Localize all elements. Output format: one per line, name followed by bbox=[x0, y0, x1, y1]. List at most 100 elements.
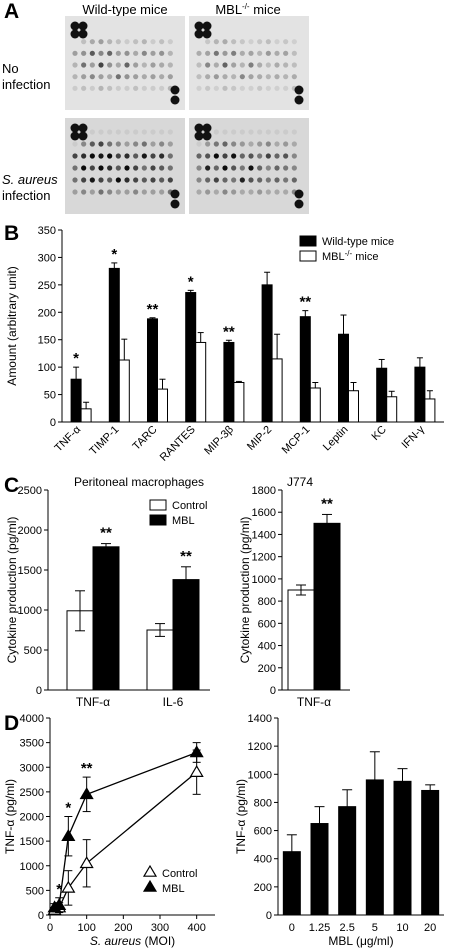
x-tick-label: MCP-1 bbox=[280, 424, 313, 457]
blot-spot bbox=[196, 50, 202, 56]
blot-spot bbox=[167, 39, 173, 45]
chart-b-y-tick-label: 0 bbox=[50, 417, 56, 429]
marker-mbl bbox=[52, 897, 67, 910]
blot-spot bbox=[159, 129, 165, 135]
blot-spot bbox=[213, 50, 219, 56]
x-tick-label: 20 bbox=[424, 922, 436, 934]
bar-mbl bbox=[424, 398, 436, 423]
bar-wt bbox=[223, 341, 235, 423]
blot-spot bbox=[222, 129, 228, 135]
marker-mbl bbox=[61, 829, 76, 841]
blot-spot bbox=[231, 50, 237, 56]
blot-spot bbox=[222, 62, 228, 68]
blot-spot bbox=[167, 74, 173, 80]
blot-spot bbox=[283, 153, 289, 159]
blot-spot bbox=[72, 153, 78, 159]
chart-d1-y-axis-label: TNF-α (pg/ml) bbox=[3, 779, 17, 854]
blot-spot bbox=[248, 39, 254, 45]
x-tick-label: 2.5 bbox=[340, 922, 355, 934]
blot-spot bbox=[196, 85, 202, 91]
chart-c1-y-tick-label: 1500 bbox=[18, 565, 42, 577]
chart-d2-y-tick-label: 1200 bbox=[248, 741, 272, 753]
bar-mbl-dose bbox=[282, 851, 301, 916]
blot-spot bbox=[72, 50, 78, 56]
chart-d2-y-axis-label: TNF-α (pg/ml) bbox=[234, 779, 248, 854]
blot-spot bbox=[283, 50, 289, 56]
blot-spot bbox=[133, 141, 139, 147]
x-tick-label: 5 bbox=[372, 922, 378, 934]
blot-spot bbox=[291, 39, 297, 45]
blot-spot bbox=[107, 129, 113, 135]
blot-spot bbox=[213, 177, 219, 183]
chart-d2-y-tick-label: 800 bbox=[254, 797, 272, 809]
blot-spot bbox=[274, 85, 280, 91]
chart-b-y-tick-label: 50 bbox=[44, 390, 56, 402]
chart-d-mbl-dose: 0 200 400 600 800 1000 1200 1400 TNF-α (pg/ml) 0 1… bbox=[234, 713, 444, 948]
blot-spot bbox=[239, 39, 245, 45]
blot-spot bbox=[141, 62, 147, 68]
blot-spot bbox=[167, 177, 173, 183]
blot-control-spot bbox=[78, 29, 88, 39]
blot-spot bbox=[89, 189, 95, 195]
blot-spot bbox=[159, 62, 165, 68]
blot-spot bbox=[81, 189, 87, 195]
blot-spot bbox=[150, 165, 156, 171]
blot-control-spot bbox=[202, 123, 212, 133]
blot-spot bbox=[265, 62, 271, 68]
blot-spot bbox=[159, 177, 165, 183]
bar-mbl bbox=[313, 522, 341, 691]
blot-spot bbox=[257, 129, 263, 135]
x-tick-label: 200 bbox=[114, 922, 132, 934]
blot-control-spot bbox=[194, 131, 204, 141]
blot-spot bbox=[98, 50, 104, 56]
blot-control-spot bbox=[294, 95, 304, 105]
blot-spot bbox=[124, 153, 130, 159]
chart-c1-y-tick-label: 2500 bbox=[18, 485, 42, 497]
chart-d1-y-tick-label: 1500 bbox=[20, 836, 44, 848]
blot-spot bbox=[274, 177, 280, 183]
blot-spot bbox=[265, 74, 271, 80]
blot-spot bbox=[283, 62, 289, 68]
bar-mbl bbox=[172, 579, 200, 691]
blot-spot bbox=[205, 62, 211, 68]
chart-c1-y-tick-label: 500 bbox=[24, 645, 42, 657]
blot-control-spot bbox=[202, 21, 212, 31]
blot-spot bbox=[107, 141, 113, 147]
blot-spot bbox=[124, 62, 130, 68]
bar-control bbox=[287, 589, 315, 691]
blot-spot bbox=[274, 74, 280, 80]
x-tick-label: MIP-3β bbox=[202, 424, 236, 458]
blot-spot bbox=[196, 165, 202, 171]
legend-label: MBL bbox=[162, 883, 185, 895]
blot-spot bbox=[167, 62, 173, 68]
panel-a-row-saureus-2: infection bbox=[2, 188, 50, 203]
panel-a-col-mbl: MBL-/- mice bbox=[215, 2, 280, 17]
blot-spot bbox=[239, 141, 245, 147]
blot-spot bbox=[222, 50, 228, 56]
blot-spot bbox=[89, 177, 95, 183]
blot-spot bbox=[222, 153, 228, 159]
chart-title: Peritoneal macrophages bbox=[74, 475, 204, 489]
bar-wt bbox=[376, 367, 388, 423]
blot-spot bbox=[159, 50, 165, 56]
blot-spot bbox=[231, 129, 237, 135]
blot-spot bbox=[89, 74, 95, 80]
blot-control-spot bbox=[70, 21, 80, 31]
bar-control bbox=[146, 629, 174, 691]
chart-c1-y-tick-label: 0 bbox=[36, 685, 42, 697]
significance-mark: * bbox=[188, 273, 194, 290]
blot-spot bbox=[291, 165, 297, 171]
blot-spot bbox=[133, 39, 139, 45]
blot-spot bbox=[196, 177, 202, 183]
blot-spot bbox=[81, 141, 87, 147]
chart-c2-y-tick-label: 1600 bbox=[252, 507, 276, 519]
blot-spot bbox=[72, 141, 78, 147]
blot-spot bbox=[222, 39, 228, 45]
blot-spot bbox=[150, 177, 156, 183]
blot-spot bbox=[167, 50, 173, 56]
blot-spot bbox=[141, 189, 147, 195]
blot-spot bbox=[159, 153, 165, 159]
chart-b-y-tick-label: 100 bbox=[38, 362, 56, 374]
blot-spot bbox=[257, 50, 263, 56]
blot-spot bbox=[133, 85, 139, 91]
